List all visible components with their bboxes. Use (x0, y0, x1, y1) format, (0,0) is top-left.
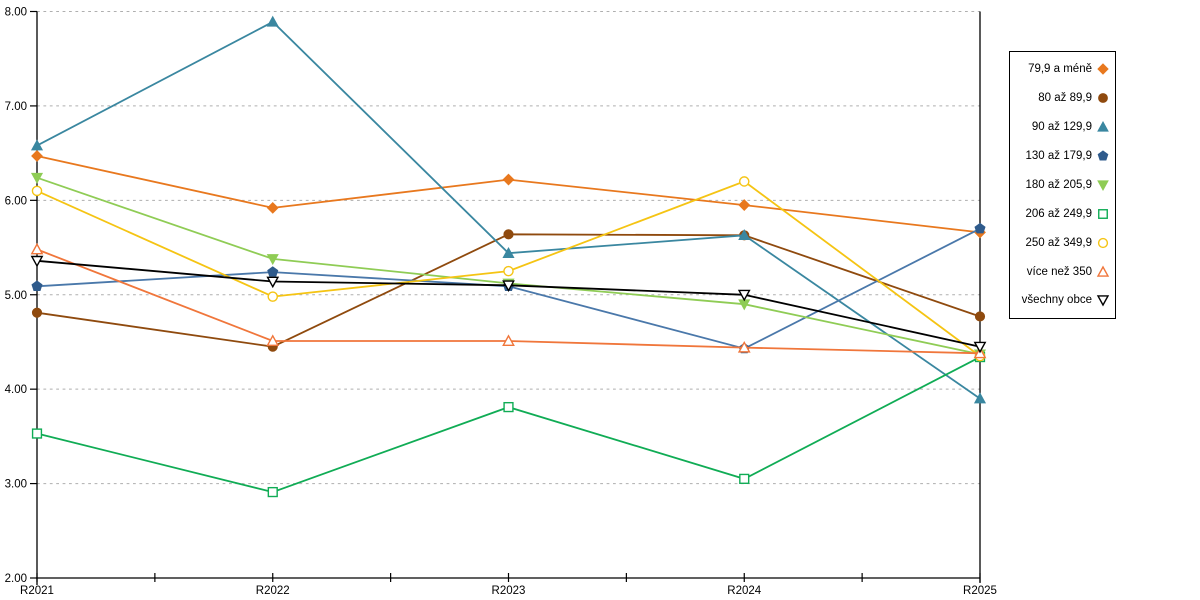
triangle-up-marker-icon (502, 334, 515, 346)
legend-item-3: 130 až 179,9 (1010, 149, 1115, 163)
triangle-down-marker-icon (973, 341, 987, 354)
square-marker-icon (1098, 208, 1108, 219)
diamond-marker-icon (31, 150, 43, 162)
legend-item-label: více než 350 (1026, 265, 1092, 278)
triangle-up-marker-icon (973, 392, 987, 404)
legend-item-label: 250 až 349,9 (1025, 236, 1092, 249)
triangle-up-marker-icon (1097, 121, 1109, 132)
y-axis-tick-label: 8.00 (5, 7, 27, 19)
square-marker-icon (503, 401, 514, 413)
legend-item-2: 90 až 129,9 (1010, 120, 1115, 134)
triangle-up-marker-icon (30, 242, 44, 255)
x-axis-tick-label: R2022 (256, 585, 290, 597)
triangle-down-legend-marker-icon (1096, 295, 1110, 307)
diamond-marker-icon (738, 199, 751, 211)
triangle-down-marker-icon (1096, 295, 1110, 307)
series-7 (30, 242, 987, 359)
pentagon-marker-icon (267, 266, 279, 277)
square-marker-icon (31, 428, 43, 439)
square-marker-icon (267, 486, 278, 498)
series-6 (31, 176, 986, 362)
circle-marker-icon (31, 307, 43, 318)
pentagon-marker-icon (1097, 150, 1109, 161)
triangle-up-marker-icon (738, 229, 751, 241)
triangle-down-legend-marker-icon (1097, 180, 1109, 191)
legend-item-0: 79,9 a méně (1010, 62, 1115, 76)
legend-item-label: všechny obce (1021, 294, 1092, 307)
legend-item-1: 80 až 89,9 (1010, 91, 1115, 105)
triangle-down-marker-icon (502, 280, 515, 292)
y-axis-tick-label: 5.00 (5, 290, 27, 302)
triangle-up-legend-marker-icon (1096, 265, 1110, 277)
triangle-up-legend-marker-icon (1097, 121, 1109, 132)
legend-item-5: 206 až 249,9 (1010, 207, 1115, 221)
y-axis-tick-label: 7.00 (5, 101, 27, 113)
triangle-up-marker-icon (266, 334, 280, 346)
diamond-legend-marker-icon (1097, 63, 1109, 76)
diamond-marker-icon (1097, 63, 1109, 76)
legend-item-7: více než 350 (1010, 265, 1115, 279)
y-axis-tick-label: 2.00 (5, 573, 27, 585)
circle-marker-icon (31, 185, 43, 197)
series-8 (30, 255, 987, 354)
series-5 (31, 351, 986, 498)
diamond-marker-icon (502, 173, 515, 186)
y-axis-tick-label: 3.00 (5, 479, 27, 491)
x-axis-tick-label: R2024 (727, 585, 761, 597)
circle-marker-icon (503, 265, 514, 277)
circle-legend-marker-icon (1098, 93, 1108, 104)
x-axis-tick-label: R2025 (963, 585, 997, 597)
circle-marker-icon (974, 311, 986, 322)
triangle-down-marker-icon (266, 254, 279, 266)
legend-item-label: 180 až 205,9 (1025, 178, 1092, 191)
pentagon-legend-marker-icon (1097, 150, 1109, 161)
chart-legend: 79,9 a méně 80 až 89,9 90 až 129,9 130 až 1… (1009, 51, 1116, 319)
square-marker-icon (739, 473, 750, 484)
legend-item-label: 90 až 129,9 (1031, 121, 1092, 134)
triangle-up-marker-icon (266, 15, 279, 27)
square-legend-marker-icon (1098, 208, 1108, 219)
diamond-marker-icon (266, 201, 279, 214)
x-axis-tick-label: R2021 (20, 585, 54, 597)
x-axis-tick-label: R2023 (492, 585, 526, 597)
legend-item-label: 80 až 89,9 (1038, 92, 1092, 105)
pentagon-marker-icon (974, 222, 986, 234)
triangle-up-marker-icon (502, 246, 515, 258)
y-axis-tick-label: 6.00 (5, 195, 27, 207)
circle-marker-icon (1097, 237, 1109, 248)
legend-item-4: 180 až 205,9 (1010, 178, 1115, 192)
legend-item-6: 250 až 349,9 (1010, 236, 1115, 250)
triangle-down-marker-icon (266, 276, 280, 289)
triangle-up-marker-icon (30, 139, 44, 151)
circle-marker-icon (267, 291, 279, 302)
circle-marker-icon (503, 229, 514, 240)
legend-item-label: 79,9 a méně (1028, 63, 1092, 76)
legend-item-label: 206 až 249,9 (1025, 207, 1092, 220)
triangle-down-marker-icon (1097, 180, 1109, 191)
triangle-down-marker-icon (30, 172, 44, 184)
y-axis-tick-label: 4.00 (5, 384, 27, 396)
circle-marker-icon (1098, 93, 1108, 104)
triangle-up-marker-icon (1096, 265, 1110, 277)
triangle-up-marker-icon (737, 340, 751, 353)
series-line (36, 155, 981, 234)
triangle-down-marker-icon (30, 255, 44, 268)
legend-item-label: 130 až 179,9 (1025, 150, 1092, 163)
series-line (36, 356, 981, 494)
circle-marker-icon (738, 176, 750, 187)
series-1 (31, 229, 986, 352)
series-2 (30, 15, 987, 404)
legend-item-8: všechny obce (1010, 293, 1115, 307)
pentagon-marker-icon (31, 280, 43, 291)
triangle-down-marker-icon (737, 289, 751, 302)
circle-legend-marker-icon (1097, 237, 1109, 248)
